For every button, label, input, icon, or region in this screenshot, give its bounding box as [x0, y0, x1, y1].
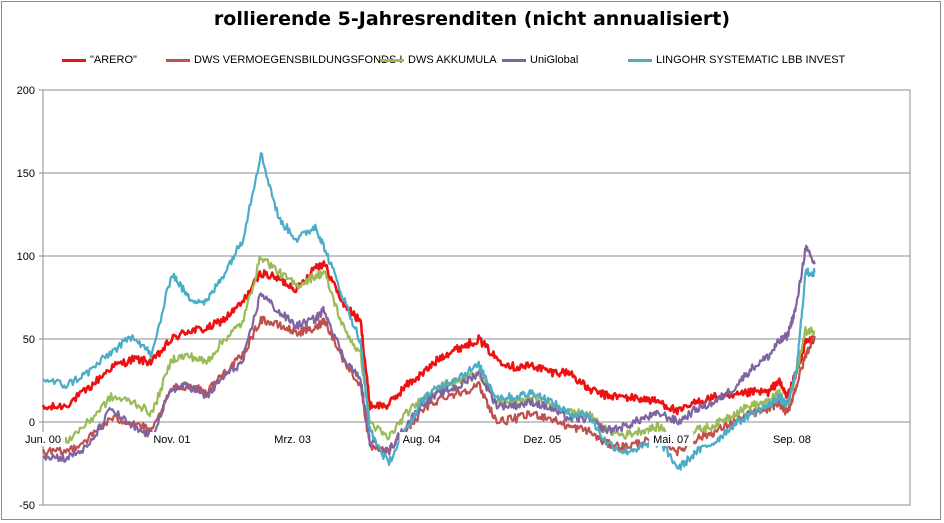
x-tick-label-bg	[769, 432, 814, 446]
x-tick-label: Sep. 08	[773, 434, 811, 446]
legend-item: LINGOHR SYSTEMATIC LBB INVEST	[628, 54, 845, 66]
x-tick-label-bg	[149, 432, 194, 446]
y-tick-label: 100	[17, 251, 35, 263]
y-tick-label: 50	[23, 334, 35, 346]
y-tick-label: 0	[29, 417, 35, 429]
x-tick-label-bg	[649, 432, 694, 446]
chart-title: rollierende 5-Jahresrenditen (nicht annu…	[213, 8, 731, 30]
x-tick-label-bg	[270, 432, 315, 446]
legend-label: UniGlobal	[530, 54, 579, 66]
series-line-1	[41, 260, 816, 416]
legend-swatch	[380, 58, 404, 62]
x-tick-label-bg	[399, 432, 444, 446]
legend-swatch	[502, 58, 526, 62]
x-tick-label: Jun. 00	[25, 434, 61, 446]
legend-label: LINGOHR SYSTEMATIC LBB INVEST	[656, 54, 846, 66]
x-tick-label: Mrz. 03	[274, 434, 311, 446]
legend-swatch	[166, 58, 190, 62]
legend-item: DWS VERMOEGENSBILDUNGSFONDS I	[166, 54, 402, 66]
y-tick-label: 150	[17, 168, 35, 180]
y-tick-label: -50	[19, 500, 35, 512]
legend-item: UniGlobal	[502, 54, 578, 66]
legend-label: "ARERO"	[90, 54, 137, 66]
x-tick-label-bg	[520, 432, 565, 446]
legend-swatch	[628, 58, 652, 62]
series-line-4	[42, 244, 816, 463]
legend-item: DWS AKKUMULA	[380, 54, 497, 66]
legend-swatch	[62, 58, 86, 62]
legend-label: DWS AKKUMULA	[408, 54, 497, 66]
chart-legend: "ARERO" DWS VERMOEGENSBILDUNGSFONDS I DWS …	[62, 54, 922, 70]
series-line-2	[41, 315, 816, 457]
legend-item: "ARERO"	[62, 54, 137, 66]
series-line-5	[42, 152, 816, 471]
legend-label: DWS VERMOEGENSBILDUNGSFONDS I	[194, 54, 403, 66]
y-tick-label: 200	[17, 85, 35, 97]
x-tick-label-bg	[21, 432, 65, 446]
x-tick-label: Nov. 01	[153, 434, 190, 446]
x-tick-label: Aug. 04	[403, 434, 441, 446]
x-tick-label: Dez. 05	[523, 434, 561, 446]
x-tick-label: Mai. 07	[653, 434, 689, 446]
plot-area	[42, 89, 911, 506]
